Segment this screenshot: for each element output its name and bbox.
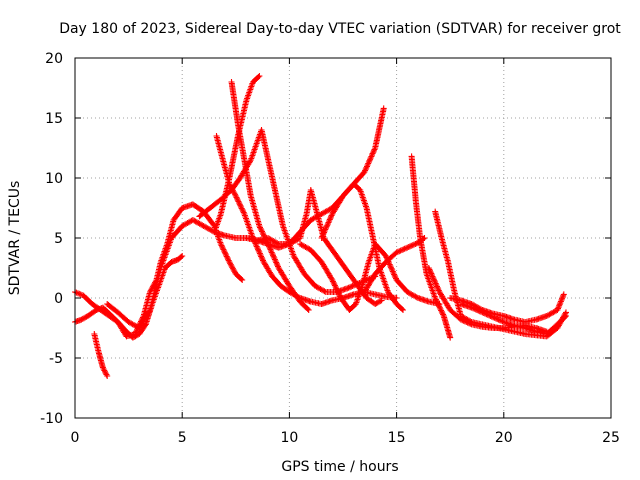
- chart-title: Day 180 of 2023, Sidereal Day-to-day VTE…: [59, 21, 621, 37]
- x-axis-label: GPS time / hours: [281, 459, 398, 475]
- x-tick-label: 20: [495, 430, 513, 446]
- series-track-13: [408, 153, 454, 341]
- axis-ticks: 0 5 10 15 20 25 -10 -5 0 5 10 15 20: [40, 51, 620, 446]
- series-track-3: [72, 253, 186, 341]
- y-tick-label: 20: [45, 51, 63, 67]
- x-tick-label: 5: [178, 430, 187, 446]
- series-markers: [72, 253, 186, 341]
- y-tick-label: 15: [45, 111, 63, 127]
- series-track-10: [297, 241, 443, 313]
- x-tick-label: 25: [602, 430, 620, 446]
- series-track-17: [457, 301, 569, 337]
- series-markers: [318, 181, 406, 313]
- series-markers: [72, 201, 246, 340]
- x-tick-label: 15: [388, 430, 406, 446]
- y-tick-label: -10: [40, 411, 63, 427]
- y-tick-label: 10: [45, 171, 63, 187]
- y-axis-label: SDTVAR / TECUs: [7, 181, 23, 296]
- series-track-1: [72, 201, 246, 340]
- y-tick-label: 0: [54, 291, 63, 307]
- y-tick-label: -5: [49, 351, 63, 367]
- x-tick-label: 0: [71, 430, 80, 446]
- data-marks: [72, 73, 569, 379]
- grid-lines: [75, 58, 611, 418]
- series-track-2: [91, 331, 111, 379]
- series-markers: [408, 153, 454, 341]
- series-track-11: [318, 181, 406, 313]
- series-markers: [91, 331, 111, 379]
- y-tick-label: 5: [54, 231, 63, 247]
- series-markers: [297, 241, 443, 313]
- x-tick-label: 10: [280, 430, 298, 446]
- series-markers: [457, 301, 569, 337]
